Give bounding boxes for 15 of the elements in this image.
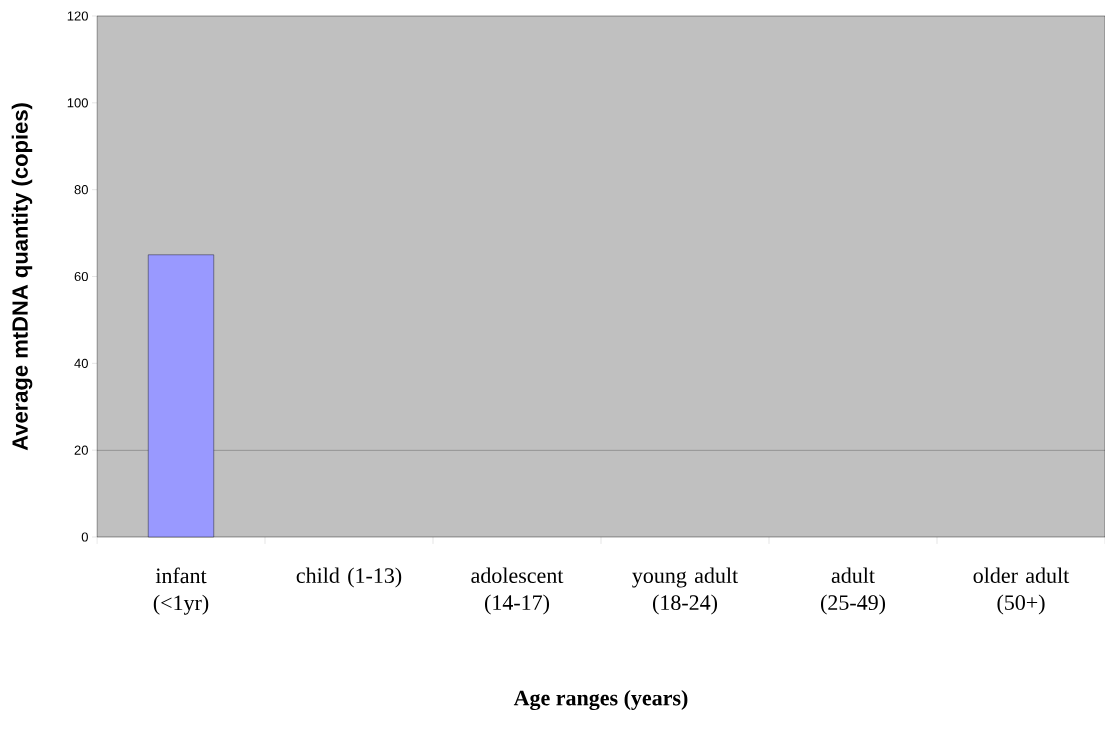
y-axis-title: Average mtDNA quantity (copies) — [11, 103, 33, 451]
y-tick-label: 0 — [81, 532, 88, 542]
x-tick-label: adult (25-49) — [820, 567, 886, 615]
x-tick-label: infant (<1yr) — [153, 567, 209, 615]
y-tick-label: 60 — [74, 271, 88, 282]
y-tick-label: 20 — [74, 445, 88, 455]
y-tick-label: 40 — [74, 358, 88, 368]
y-tick-label: 120 — [67, 11, 88, 21]
x-tick-label: young adult (18-24) — [632, 567, 739, 615]
x-axis-title: Age ranges (years) — [513, 689, 688, 711]
y-tick-label: 100 — [67, 98, 88, 108]
y-tick-label: 80 — [74, 185, 88, 195]
x-tick-label: adolescent (14-17) — [471, 567, 564, 615]
x-tick-label: child (1-13) — [296, 567, 402, 588]
x-tick-label: older adult (50+) — [973, 567, 1070, 615]
